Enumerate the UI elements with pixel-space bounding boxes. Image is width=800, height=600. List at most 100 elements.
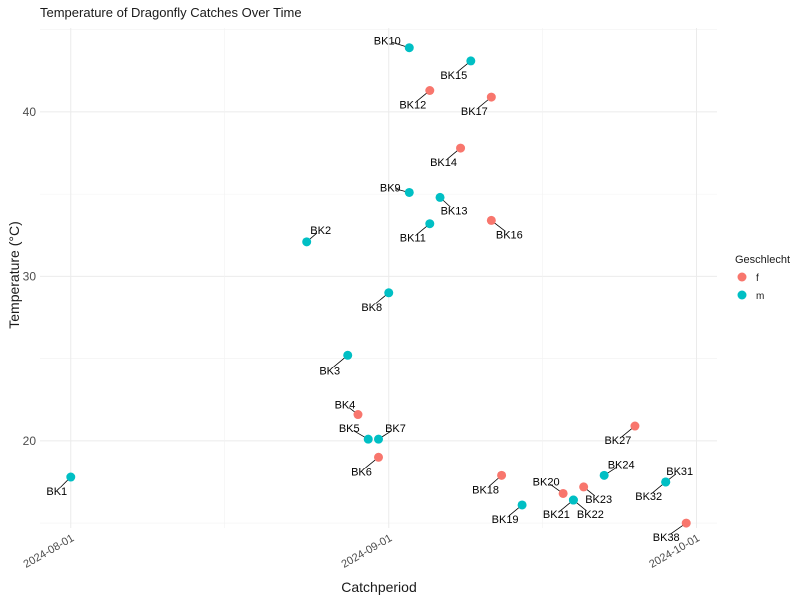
label-leader-line bbox=[549, 484, 561, 492]
label-leader-line bbox=[395, 188, 406, 192]
point-label: BK6 bbox=[351, 466, 372, 478]
label-leader-line bbox=[333, 357, 345, 368]
label-leader-line bbox=[508, 507, 520, 517]
chart-title: Temperature of Dragonfly Catches Over Ti… bbox=[40, 5, 302, 20]
legend: Geschlecht fm bbox=[735, 254, 790, 302]
x-tick-label: 2024-08-01 bbox=[22, 532, 77, 571]
label-leader-lines bbox=[60, 41, 684, 535]
point-label: BK17 bbox=[461, 106, 488, 118]
y-axis-ticks: 20 30 40 bbox=[23, 105, 37, 448]
data-point bbox=[466, 56, 476, 66]
point-label: BK24 bbox=[608, 459, 635, 471]
legend-key bbox=[737, 290, 747, 300]
y-tick-label: 20 bbox=[23, 434, 37, 448]
point-label: BK21 bbox=[543, 509, 570, 521]
data-points bbox=[66, 43, 691, 528]
point-label: BK19 bbox=[492, 514, 519, 526]
point-label: BK20 bbox=[533, 476, 560, 488]
point-label: BK18 bbox=[472, 484, 499, 496]
point-label: BK4 bbox=[335, 400, 356, 412]
label-leader-line bbox=[381, 430, 392, 438]
data-point bbox=[486, 92, 496, 102]
y-tick-label: 40 bbox=[23, 105, 37, 119]
label-leader-line bbox=[621, 428, 633, 438]
data-point bbox=[425, 219, 435, 229]
data-point bbox=[384, 288, 394, 298]
data-point bbox=[404, 187, 414, 197]
y-tick-label: 30 bbox=[23, 269, 37, 283]
label-leader-line bbox=[348, 407, 356, 413]
point-label: BK23 bbox=[585, 494, 612, 506]
x-axis-title: Catchperiod bbox=[341, 579, 417, 595]
label-leader-line bbox=[416, 225, 427, 235]
data-point bbox=[425, 86, 435, 95]
point-label: BK7 bbox=[385, 423, 406, 435]
label-leader-line bbox=[586, 489, 595, 497]
point-label: BK8 bbox=[361, 302, 382, 314]
label-leader-line bbox=[559, 502, 571, 512]
label-leader-line bbox=[353, 430, 365, 438]
point-label: BK31 bbox=[666, 466, 693, 478]
label-leader-line bbox=[477, 99, 489, 109]
point-label: BK2 bbox=[310, 225, 331, 237]
data-point bbox=[435, 192, 445, 202]
data-point bbox=[374, 452, 383, 462]
label-leader-line bbox=[457, 63, 468, 73]
label-leader-line bbox=[375, 295, 386, 304]
label-leader-line bbox=[668, 473, 677, 480]
point-label: BK12 bbox=[399, 100, 426, 112]
point-label: BK38 bbox=[653, 532, 680, 544]
data-point bbox=[404, 43, 414, 53]
label-leader-line bbox=[416, 92, 427, 102]
point-label: BK27 bbox=[604, 435, 631, 447]
label-leader-line bbox=[607, 466, 618, 474]
data-point bbox=[630, 421, 640, 431]
data-point bbox=[558, 488, 568, 498]
label-leader-line bbox=[309, 232, 318, 240]
x-axis-ticks: 2024-08-01 2024-09-01 2024-10-01 bbox=[22, 532, 702, 571]
label-leader-line bbox=[489, 477, 499, 487]
point-label: BK16 bbox=[496, 229, 523, 241]
data-point bbox=[568, 495, 578, 505]
legend-title: Geschlecht bbox=[735, 254, 790, 266]
data-point bbox=[517, 500, 527, 510]
point-label: BK9 bbox=[380, 182, 401, 194]
point-label: BK11 bbox=[400, 233, 426, 245]
label-leader-line bbox=[60, 479, 69, 488]
data-point bbox=[599, 470, 609, 480]
label-leader-line bbox=[576, 502, 587, 512]
label-leader-line bbox=[447, 150, 458, 160]
data-point bbox=[681, 518, 691, 528]
point-label: BK14 bbox=[430, 157, 457, 169]
data-point bbox=[497, 470, 507, 480]
point-label: BK5 bbox=[339, 423, 360, 435]
data-point bbox=[302, 237, 312, 247]
data-point bbox=[456, 143, 466, 153]
legend-label: f bbox=[756, 273, 759, 284]
data-point bbox=[66, 472, 76, 482]
label-leader-line bbox=[442, 199, 451, 208]
point-label: BK15 bbox=[440, 70, 467, 82]
point-label: BK32 bbox=[635, 491, 662, 503]
y-axis-title: Temperature (°C) bbox=[6, 221, 22, 329]
point-labels: BK1 BK2 BK3 BK4 BK5 BK6 BK7 BK8 BK9 BK10 BK11 BK12 B… bbox=[46, 36, 693, 544]
point-label: BK13 bbox=[441, 205, 468, 217]
point-label: BK10 bbox=[374, 36, 401, 48]
data-point bbox=[579, 482, 589, 492]
label-leader-line bbox=[652, 484, 663, 494]
point-label: BK1 bbox=[46, 486, 67, 498]
grid bbox=[40, 28, 717, 528]
data-point bbox=[374, 434, 383, 444]
data-point bbox=[343, 350, 353, 360]
label-leader-line bbox=[494, 222, 506, 232]
legend-label: m bbox=[756, 291, 764, 302]
point-label: BK22 bbox=[577, 509, 604, 521]
label-leader-line bbox=[365, 459, 376, 469]
x-tick-label: 2024-09-01 bbox=[340, 532, 395, 571]
label-leader-line bbox=[391, 41, 406, 47]
data-point bbox=[353, 410, 363, 420]
data-point bbox=[486, 215, 496, 225]
label-leader-line bbox=[670, 525, 684, 535]
data-point bbox=[661, 477, 671, 487]
